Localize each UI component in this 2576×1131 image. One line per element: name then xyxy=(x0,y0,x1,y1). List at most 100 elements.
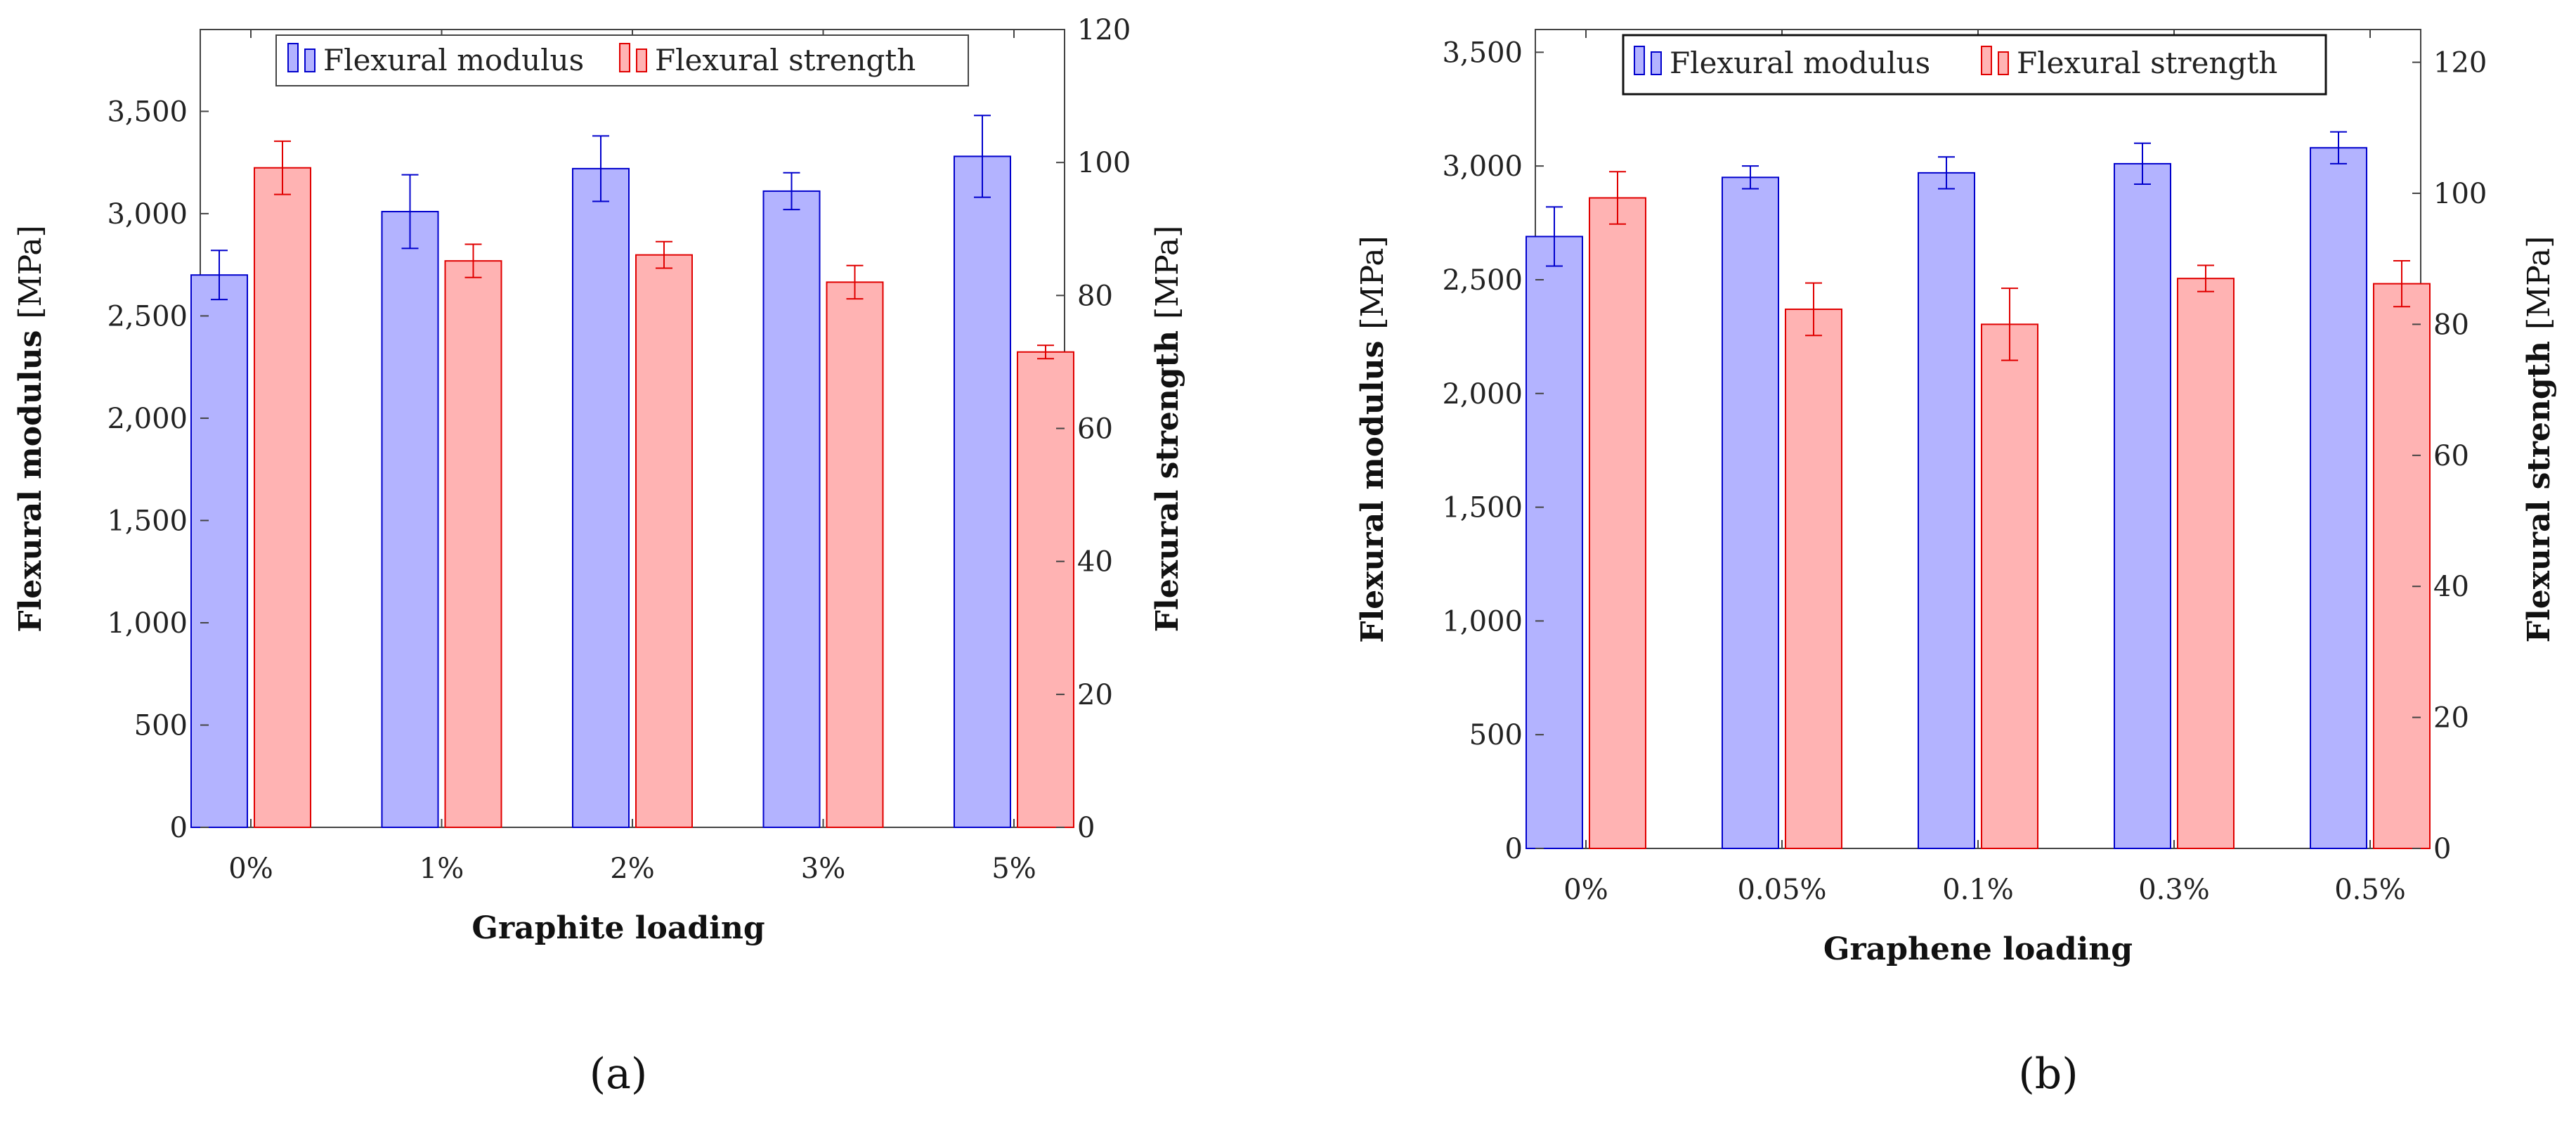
legend-label-modulus-a: Flexural modulus xyxy=(323,43,584,77)
chart-panel-b: 0 500 1,000 1,500 2,000 2,500 3,000 3,500 0 20 40… xyxy=(1355,29,2557,1099)
left-tick-label-a: 2,500 xyxy=(107,300,188,332)
bar-modulus-a xyxy=(190,274,248,828)
legend-swatch-strength-b-2 xyxy=(1998,51,2009,75)
right-tick-label-a: 20 xyxy=(1077,679,1113,711)
y-axis-label-left-b-title: Flexural modulus xyxy=(1355,341,1391,643)
left-tick-label-a: 2,000 xyxy=(107,403,188,435)
left-tick-label-b: 1,000 xyxy=(1442,605,1523,638)
right-tick-label-b: 60 xyxy=(2433,440,2469,472)
y-axis-label-right-b-title: Flexural strength xyxy=(2521,341,2557,642)
bar-modulus-a xyxy=(762,190,821,828)
bar-strength-b xyxy=(1589,197,1646,849)
left-axis-ticks-a: 0 500 1,000 1,500 2,000 2,500 3,000 3,500 xyxy=(107,96,209,844)
x-tick-label-a: 2% xyxy=(610,853,654,885)
legend-swatch-modulus-b xyxy=(1634,46,1645,75)
x-tick-label-b: 0.05% xyxy=(1737,874,1826,906)
x-tick-label-b: 0.3% xyxy=(2138,874,2210,906)
right-tick-label-a: 40 xyxy=(1077,546,1113,579)
y-axis-label-left-a-unit: [MPa] xyxy=(13,225,48,318)
y-axis-label-right-b-unit: [MPa] xyxy=(2521,236,2557,330)
y-axis-label-left-a-title: Flexural modulus xyxy=(13,330,48,633)
legend-swatch-modulus-a-2 xyxy=(304,49,316,72)
plot-frame-b xyxy=(1535,29,2421,849)
bar-strength-b xyxy=(2373,283,2431,849)
right-tick-label-a: 60 xyxy=(1077,413,1113,446)
right-tick-label-a: 80 xyxy=(1077,280,1113,312)
left-tick-label-b: 2,000 xyxy=(1442,378,1523,411)
legend-swatch-strength-a-2 xyxy=(636,49,647,72)
bar-modulus-b xyxy=(2114,162,2171,850)
left-tick-label-b: 500 xyxy=(1469,719,1523,751)
left-tick-label-b: 0 xyxy=(1505,833,1523,865)
legend-label-strength-a: Flexural strength xyxy=(655,43,916,77)
bar-strength-a xyxy=(826,281,884,828)
legend-label-modulus-b: Flexural modulus xyxy=(1670,46,1930,80)
bar-strength-b xyxy=(1981,323,2038,849)
panel-label-b: (b) xyxy=(2018,1049,2078,1099)
chart-panel-a: 0 500 1,000 1,500 2,000 2,500 3,000 3,500 0 20 40… xyxy=(13,14,1185,1099)
y-axis-label-left-b: Flexural modulus [MPa] xyxy=(1355,235,1391,642)
right-tick-label-b: 100 xyxy=(2433,178,2487,210)
legend-swatch-strength-a xyxy=(619,43,630,72)
right-tick-label-a: 0 xyxy=(1077,812,1095,844)
x-tick-label-a: 3% xyxy=(801,853,845,885)
right-tick-label-b: 20 xyxy=(2433,702,2469,735)
legend-label-strength-b: Flexural strength xyxy=(2017,46,2277,80)
y-axis-label-left-a: Flexural modulus [MPa] xyxy=(13,225,48,632)
bar-strength-a xyxy=(254,167,311,828)
left-tick-label-b: 1,500 xyxy=(1442,492,1523,524)
legend-swatch-strength-b xyxy=(1981,46,1992,75)
x-tick-label-b: 0% xyxy=(1563,874,1608,906)
left-tick-label-b: 3,500 xyxy=(1442,37,1523,69)
right-tick-label-b: 0 xyxy=(2433,833,2451,865)
bar-strength-a xyxy=(444,260,502,828)
left-tick-label-a: 1,000 xyxy=(107,607,188,640)
x-tick-label-a: 5% xyxy=(991,853,1036,885)
x-tick-label-b: 0.5% xyxy=(2334,874,2406,906)
x-axis-ticks-b: 0% 0.05% 0.1% 0.3% 0.5% xyxy=(1563,30,2406,906)
legend-b: Flexural modulus Flexural strength xyxy=(1622,34,2327,96)
right-axis-ticks-a: 0 20 40 60 80 100 120 xyxy=(1056,14,1131,844)
legend-a: Flexural modulus Flexural strength xyxy=(275,34,969,86)
right-tick-label-a: 120 xyxy=(1077,14,1131,46)
left-tick-label-a: 1,500 xyxy=(107,505,188,537)
panel-label-a: (a) xyxy=(590,1049,648,1099)
bar-modulus-a xyxy=(381,211,439,828)
right-tick-label-b: 40 xyxy=(2433,571,2469,603)
right-tick-label-a: 100 xyxy=(1077,147,1131,179)
left-tick-label-a: 0 xyxy=(170,812,188,844)
left-tick-label-b: 3,000 xyxy=(1442,150,1523,183)
x-axis-ticks-a: 0% 1% 2% 3% 5% xyxy=(228,30,1036,885)
x-axis-label-b: Graphene loading xyxy=(1823,931,2133,967)
x-axis-label-a: Graphite loading xyxy=(471,910,765,946)
x-tick-label-a: 0% xyxy=(228,853,273,885)
right-tick-label-b: 80 xyxy=(2433,309,2469,341)
bar-strength-a xyxy=(635,254,693,828)
y-axis-label-right-a-title: Flexural strength xyxy=(1150,330,1185,632)
bar-modulus-a xyxy=(954,155,1011,828)
plot-frame-a xyxy=(200,29,1065,828)
left-tick-label-a: 3,500 xyxy=(107,96,188,128)
x-tick-label-b: 0.1% xyxy=(1942,874,2014,906)
bar-strength-a xyxy=(1017,351,1074,828)
right-tick-label-b: 120 xyxy=(2433,47,2487,79)
y-axis-label-left-b-unit: [MPa] xyxy=(1355,235,1391,329)
bar-modulus-b xyxy=(1722,176,1779,849)
left-axis-ticks-b: 0 500 1,000 1,500 2,000 2,500 3,000 3,500 xyxy=(1442,37,1544,865)
bar-strength-b xyxy=(2177,278,2235,850)
legend-box-b xyxy=(1622,34,2327,96)
y-axis-label-right-a-unit: [MPa] xyxy=(1150,226,1185,319)
bar-strength-b xyxy=(1785,308,1842,849)
left-tick-label-b: 2,500 xyxy=(1442,264,1523,297)
left-tick-label-a: 3,000 xyxy=(107,198,188,231)
y-axis-label-right-a: Flexural strength [MPa] xyxy=(1150,226,1185,633)
legend-swatch-modulus-a xyxy=(287,43,299,72)
bar-group-b xyxy=(1526,131,2431,850)
bar-modulus-b xyxy=(2310,147,2367,849)
bar-modulus-b xyxy=(1918,172,1975,849)
right-axis-ticks-b: 0 20 40 60 80 100 120 xyxy=(2412,47,2487,865)
x-tick-label-a: 1% xyxy=(419,853,464,885)
legend-swatch-modulus-b-2 xyxy=(1651,51,1662,75)
left-tick-label-a: 500 xyxy=(134,709,188,742)
